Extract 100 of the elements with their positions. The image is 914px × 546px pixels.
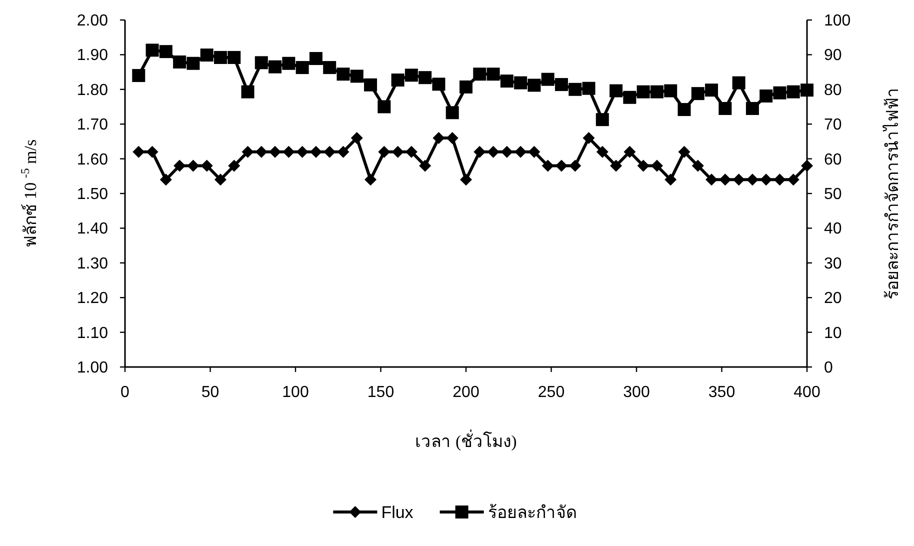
point [773, 86, 786, 100]
point [324, 146, 336, 158]
point [405, 146, 418, 158]
point [254, 56, 268, 70]
point [636, 85, 650, 98]
y2-tick-label: 20 [824, 290, 842, 308]
point [582, 82, 596, 95]
y2-tick-label: 100 [824, 12, 851, 30]
point [186, 56, 200, 70]
point [296, 61, 309, 74]
point [705, 84, 718, 97]
point [596, 113, 609, 126]
point [554, 78, 568, 92]
point [528, 146, 540, 158]
point [159, 45, 172, 58]
point [569, 160, 582, 172]
point [706, 174, 718, 186]
x-tick-label: 100 [282, 384, 309, 401]
point [746, 174, 758, 186]
point [678, 146, 690, 158]
y2-tick-label: 30 [824, 255, 842, 272]
point [132, 69, 146, 82]
point [255, 146, 268, 158]
point [718, 102, 732, 115]
point [282, 146, 295, 158]
point [364, 174, 377, 186]
point [555, 160, 568, 172]
point [542, 160, 554, 172]
point [418, 71, 432, 84]
y-tick-label: 1.20 [76, 290, 108, 308]
x-tick-label: 250 [538, 384, 565, 401]
y2-axis-title: ร้อยละการกำจัดการนำไฟฟ้า [882, 88, 902, 300]
point [160, 174, 172, 186]
point [282, 56, 296, 70]
legend-label: ร้อยละกำจัด [488, 503, 577, 522]
x-tick-label: 150 [367, 384, 394, 401]
point [487, 146, 500, 158]
point [678, 103, 691, 116]
point [228, 160, 240, 172]
y-tick-label: 1.40 [76, 220, 108, 238]
point [610, 84, 623, 98]
point [350, 132, 363, 144]
point [514, 76, 528, 90]
point [800, 84, 814, 97]
point [242, 146, 254, 158]
point [214, 50, 227, 64]
point [200, 160, 213, 172]
legend-label: Flux [381, 503, 414, 522]
x-tick-label: 300 [623, 384, 650, 401]
y2-tick-label: 70 [824, 116, 842, 134]
y2-tick-label: 40 [824, 220, 842, 238]
point [650, 85, 664, 98]
y-tick-label: 1.30 [76, 255, 108, 272]
point [404, 68, 418, 82]
x-axis-title: เวลา (ชั่วโมง) [415, 429, 517, 451]
point [514, 146, 527, 158]
y-tick-label: 1.90 [76, 47, 108, 64]
x-tick-label: 200 [452, 384, 480, 401]
point [337, 146, 350, 158]
point [637, 160, 650, 172]
point [500, 74, 514, 88]
point [719, 174, 732, 186]
x-tick-label: 350 [708, 384, 736, 401]
x-tick-label: 50 [201, 384, 220, 401]
point [432, 132, 445, 144]
point [473, 68, 486, 81]
y-tick-label: 1.10 [76, 324, 108, 342]
point [200, 48, 214, 62]
x-tick-label: 0 [120, 384, 130, 401]
point [474, 146, 486, 158]
point [692, 160, 704, 172]
y2-tick-label: 10 [824, 324, 842, 342]
point [610, 160, 622, 172]
point [774, 174, 786, 186]
point [582, 132, 595, 144]
point [187, 160, 200, 172]
point [650, 160, 663, 172]
point [664, 174, 677, 186]
point [146, 44, 159, 57]
y-tick-label: 2.00 [76, 12, 108, 30]
point [432, 78, 446, 91]
point [173, 55, 186, 68]
point [364, 78, 378, 92]
point [596, 146, 608, 158]
point [528, 78, 541, 92]
point [323, 61, 336, 74]
point [623, 90, 636, 104]
point [486, 68, 500, 81]
point [541, 72, 554, 86]
point [460, 80, 472, 94]
point [446, 132, 458, 144]
point [568, 82, 582, 96]
y-tick-label: 1.70 [76, 116, 108, 134]
y2-tick-label: 50 [824, 186, 842, 203]
point [419, 160, 432, 172]
point [624, 146, 636, 158]
point [446, 106, 459, 120]
point [391, 74, 404, 87]
point [500, 146, 513, 158]
point [350, 70, 364, 83]
